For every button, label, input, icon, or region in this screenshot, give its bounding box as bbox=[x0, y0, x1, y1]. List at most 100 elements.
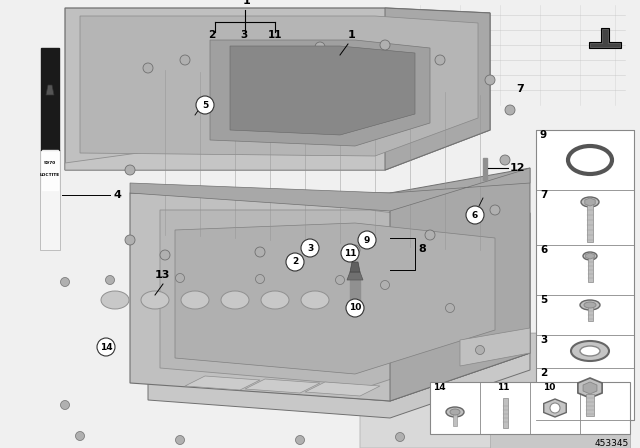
Ellipse shape bbox=[450, 409, 460, 415]
Text: 3: 3 bbox=[540, 335, 547, 345]
Bar bbox=[453, 412, 457, 426]
Circle shape bbox=[255, 275, 264, 284]
Ellipse shape bbox=[101, 291, 129, 309]
Polygon shape bbox=[46, 85, 54, 95]
Circle shape bbox=[106, 276, 115, 284]
Circle shape bbox=[550, 403, 560, 413]
Circle shape bbox=[61, 277, 70, 287]
Polygon shape bbox=[578, 378, 602, 398]
Circle shape bbox=[286, 253, 304, 271]
Text: 6: 6 bbox=[540, 245, 547, 255]
Ellipse shape bbox=[261, 291, 289, 309]
Circle shape bbox=[175, 273, 184, 283]
Circle shape bbox=[396, 432, 404, 441]
Polygon shape bbox=[347, 272, 363, 280]
Bar bbox=[40, 150, 60, 250]
Polygon shape bbox=[385, 8, 490, 170]
Circle shape bbox=[255, 247, 265, 257]
Circle shape bbox=[380, 40, 390, 50]
Polygon shape bbox=[65, 118, 490, 170]
Circle shape bbox=[125, 165, 135, 175]
Polygon shape bbox=[185, 376, 260, 390]
Circle shape bbox=[490, 205, 500, 215]
Polygon shape bbox=[589, 28, 621, 48]
Polygon shape bbox=[175, 223, 495, 374]
Text: 14: 14 bbox=[100, 343, 112, 352]
Text: 1: 1 bbox=[243, 0, 251, 6]
Circle shape bbox=[476, 345, 484, 354]
Circle shape bbox=[445, 303, 454, 313]
Bar bbox=[588, 257, 593, 282]
Ellipse shape bbox=[583, 252, 597, 260]
Circle shape bbox=[350, 245, 360, 255]
Polygon shape bbox=[350, 262, 360, 272]
Circle shape bbox=[341, 244, 359, 262]
Polygon shape bbox=[360, 333, 630, 448]
Ellipse shape bbox=[571, 341, 609, 361]
Text: LOCTITE: LOCTITE bbox=[40, 173, 60, 177]
Circle shape bbox=[485, 75, 495, 85]
Ellipse shape bbox=[141, 291, 169, 309]
Polygon shape bbox=[583, 382, 597, 394]
Text: 1: 1 bbox=[348, 30, 356, 40]
Circle shape bbox=[175, 435, 184, 444]
Bar bbox=[42, 150, 58, 190]
Bar bbox=[587, 202, 593, 242]
Circle shape bbox=[500, 155, 510, 165]
Circle shape bbox=[346, 299, 364, 317]
Circle shape bbox=[435, 55, 445, 65]
Circle shape bbox=[301, 239, 319, 257]
Ellipse shape bbox=[584, 302, 596, 308]
Bar bbox=[502, 398, 508, 428]
Circle shape bbox=[358, 231, 376, 249]
Polygon shape bbox=[305, 382, 380, 396]
Polygon shape bbox=[130, 193, 530, 401]
Text: 10: 10 bbox=[349, 303, 361, 313]
Circle shape bbox=[466, 206, 484, 224]
Circle shape bbox=[76, 431, 84, 440]
Polygon shape bbox=[586, 253, 595, 259]
Text: 7: 7 bbox=[540, 190, 547, 200]
Text: 9: 9 bbox=[364, 236, 370, 245]
Text: 2: 2 bbox=[292, 258, 298, 267]
Ellipse shape bbox=[221, 291, 249, 309]
Circle shape bbox=[196, 96, 214, 114]
Polygon shape bbox=[230, 46, 415, 135]
Circle shape bbox=[296, 435, 305, 444]
Text: 11: 11 bbox=[268, 30, 282, 40]
Circle shape bbox=[315, 42, 325, 52]
Circle shape bbox=[143, 63, 153, 73]
Circle shape bbox=[425, 230, 435, 240]
Polygon shape bbox=[245, 379, 320, 393]
Circle shape bbox=[245, 47, 255, 57]
Text: 5: 5 bbox=[202, 100, 208, 109]
Bar bbox=[536, 130, 634, 420]
Polygon shape bbox=[544, 399, 566, 417]
Circle shape bbox=[180, 55, 190, 65]
Text: 4: 4 bbox=[113, 190, 121, 200]
Circle shape bbox=[335, 276, 344, 284]
Text: 453345: 453345 bbox=[595, 439, 629, 448]
Circle shape bbox=[61, 401, 70, 409]
Ellipse shape bbox=[581, 197, 599, 207]
Ellipse shape bbox=[301, 291, 329, 309]
Text: 13: 13 bbox=[155, 270, 170, 280]
Polygon shape bbox=[148, 353, 530, 418]
Ellipse shape bbox=[181, 291, 209, 309]
Text: 5: 5 bbox=[540, 295, 547, 305]
Text: 12: 12 bbox=[510, 163, 525, 173]
Bar bbox=[483, 158, 487, 180]
Bar bbox=[41, 48, 59, 150]
Polygon shape bbox=[585, 198, 595, 206]
Bar bbox=[586, 394, 594, 416]
Ellipse shape bbox=[580, 346, 600, 356]
Ellipse shape bbox=[446, 407, 464, 417]
Polygon shape bbox=[490, 333, 630, 448]
Polygon shape bbox=[460, 328, 530, 366]
Polygon shape bbox=[160, 210, 510, 386]
Circle shape bbox=[125, 235, 135, 245]
Circle shape bbox=[381, 280, 390, 289]
Text: 8: 8 bbox=[418, 244, 426, 254]
Text: 2: 2 bbox=[208, 30, 215, 40]
Polygon shape bbox=[390, 168, 530, 401]
